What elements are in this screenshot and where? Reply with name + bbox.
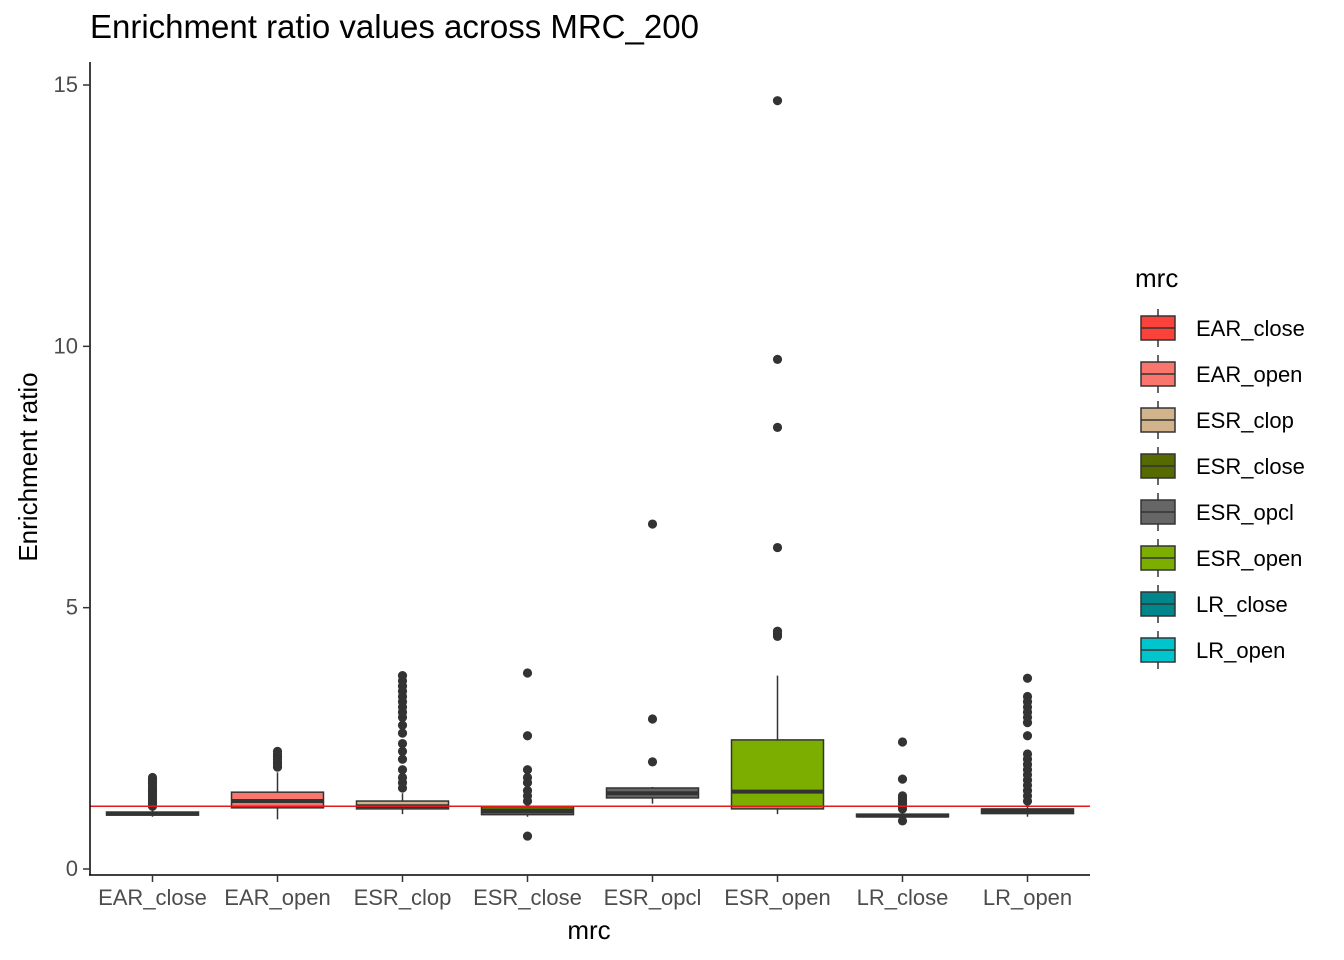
outlier-point — [1022, 691, 1033, 702]
box-ESR_close — [480, 668, 575, 841]
y-tick-label: 15 — [54, 72, 78, 97]
legend-label: EAR_open — [1196, 362, 1302, 387]
y-tick-label: 0 — [66, 856, 78, 881]
legend-label: ESR_close — [1196, 454, 1305, 479]
y-axis-title: Enrichment ratio — [13, 372, 43, 561]
outlier-point — [522, 731, 533, 741]
outlier-point — [397, 765, 408, 775]
legend-item-LR_close: LR_close — [1140, 585, 1288, 623]
x-tick-label: ESR_close — [473, 885, 582, 910]
outlier-point — [272, 746, 283, 757]
legend-item-ESR_open: ESR_open — [1140, 539, 1302, 577]
outlier-point — [647, 757, 658, 767]
outlier-point — [1022, 749, 1033, 759]
x-tick-label: LR_close — [857, 885, 949, 910]
outlier-point — [647, 519, 658, 529]
legend-item-ESR_close: ESR_close — [1140, 447, 1305, 485]
outlier-point — [897, 816, 908, 826]
legend-label: ESR_clop — [1196, 408, 1294, 433]
outlier-point — [522, 831, 533, 841]
outlier-point — [772, 354, 783, 364]
outlier-point — [897, 737, 908, 747]
legend-label: ESR_open — [1196, 546, 1302, 571]
outlier-point — [397, 772, 408, 783]
x-tick-label: ESR_clop — [354, 885, 452, 910]
legend-item-ESR_clop: ESR_clop — [1140, 401, 1294, 439]
box-body — [730, 739, 825, 810]
legend-item-EAR_open: EAR_open — [1140, 355, 1302, 393]
y-tick-label: 5 — [66, 595, 78, 620]
outlier-point — [772, 96, 783, 106]
legend-label: LR_open — [1196, 638, 1285, 663]
x-axis-title: mrc — [567, 915, 610, 945]
legend-item-ESR_opcl: ESR_opcl — [1140, 493, 1294, 531]
legend-label: ESR_opcl — [1196, 500, 1294, 525]
box-LR_open — [980, 673, 1075, 817]
x-tick-label: ESR_open — [724, 885, 830, 910]
plot-area — [90, 96, 1090, 841]
outlier-point — [147, 772, 158, 783]
outlier-point — [397, 738, 408, 749]
outlier-point — [772, 542, 783, 553]
outlier-point — [397, 671, 408, 681]
outlier-point — [1022, 673, 1033, 683]
box-ESR_clop — [355, 671, 450, 815]
legend-label: LR_close — [1196, 592, 1288, 617]
legend-label: EAR_close — [1196, 316, 1305, 341]
x-tick-label: EAR_open — [224, 885, 330, 910]
outlier-point — [647, 714, 658, 724]
x-tick-label: LR_open — [983, 885, 1072, 910]
box-EAR_open — [230, 746, 325, 820]
outlier-point — [772, 422, 783, 432]
outlier-point — [1022, 731, 1033, 741]
outlier-point — [397, 728, 408, 738]
outlier-point — [897, 791, 908, 801]
outlier-point — [397, 746, 408, 757]
outlier-point — [522, 765, 533, 775]
legend-title: mrc — [1135, 263, 1178, 293]
outlier-point — [772, 626, 783, 636]
legend: mrc EAR_close EAR_open ESR_clop ESR_close ES… — [1135, 263, 1305, 669]
outlier-point — [397, 754, 408, 764]
y-tick-label: 10 — [54, 333, 78, 358]
axes: 0 5 10 15 EAR_close EAR_open ESR_clop ESR_close… — [54, 62, 1090, 910]
box-ESR_opcl — [605, 519, 700, 804]
outlier-point — [397, 720, 408, 730]
legend-item-EAR_close: EAR_close — [1140, 309, 1305, 347]
box-ESR_open — [730, 96, 825, 815]
outlier-point — [522, 668, 533, 678]
box-EAR_close — [105, 772, 200, 817]
x-tick-label: ESR_opcl — [604, 885, 702, 910]
legend-item-LR_open: LR_open — [1140, 631, 1285, 669]
outlier-point — [522, 786, 533, 796]
outlier-point — [897, 774, 908, 784]
x-tick-label: EAR_close — [98, 885, 207, 910]
outlier-point — [522, 772, 533, 783]
box-LR_close — [855, 737, 950, 826]
chart-title: Enrichment ratio values across MRC_200 — [90, 8, 699, 45]
